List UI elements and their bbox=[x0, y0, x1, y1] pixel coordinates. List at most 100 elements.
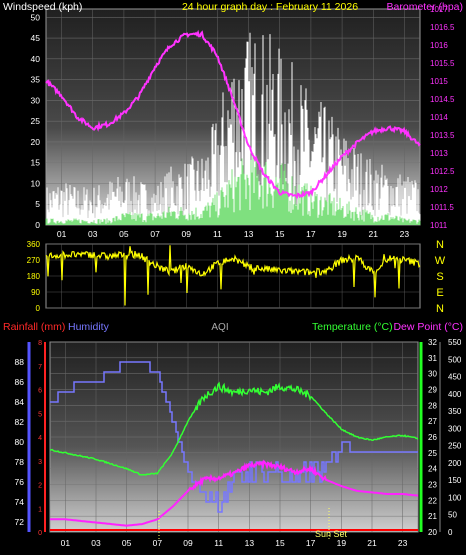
hour-tick-label: 05 bbox=[122, 538, 132, 548]
barometer-tick-label: 1016.5 bbox=[430, 23, 455, 32]
barometer-tick-label: 1016 bbox=[430, 41, 448, 50]
hour-tick-label: 07 bbox=[150, 229, 160, 239]
humidity-tick-label: 76 bbox=[15, 477, 25, 487]
windspeed-tick-label: 40 bbox=[31, 54, 41, 64]
temperature-tick-label: 20 bbox=[428, 528, 437, 537]
hour-tick-label: 21 bbox=[369, 229, 379, 239]
aqi-tick-label: 450 bbox=[448, 373, 462, 382]
hour-tick-label: 03 bbox=[88, 229, 98, 239]
aqi-axis-label: AQI bbox=[211, 322, 228, 333]
hour-tick-label: 03 bbox=[91, 538, 101, 548]
compass-letter: E bbox=[436, 287, 443, 299]
dewpoint-axis-label: Dew Point (°C) bbox=[393, 321, 463, 333]
hour-tick-label: 19 bbox=[337, 538, 347, 548]
temperature-tick-label: 32 bbox=[428, 338, 437, 347]
temperature-tick-label: 28 bbox=[428, 401, 437, 410]
barometer-tick-label: 1014 bbox=[430, 113, 448, 122]
rainfall-tick-label: 2 bbox=[38, 483, 42, 490]
temperature-tick-label: 29 bbox=[428, 386, 437, 395]
wind-panel-series bbox=[45, 29, 421, 225]
temperature-series bbox=[49, 381, 419, 476]
temperature-panel-axes bbox=[27, 342, 441, 532]
aqi-tick-label: 300 bbox=[448, 424, 462, 433]
hour-tick-label: 23 bbox=[398, 538, 408, 548]
humidity-tick-label: 86 bbox=[15, 377, 25, 387]
windspeed-tick-label: 0 bbox=[35, 220, 40, 230]
windspeed-tick-label: 35 bbox=[31, 75, 41, 85]
hour-tick-label: 13 bbox=[245, 538, 255, 548]
hour-tick-label: 17 bbox=[306, 538, 316, 548]
direction-panel-series bbox=[45, 245, 421, 306]
direction-tick-label: 0 bbox=[36, 304, 41, 313]
rainfall-tick-label: 6 bbox=[38, 388, 42, 395]
barometer-tick-label: 1017 bbox=[430, 5, 448, 14]
humidity-tick-label: 78 bbox=[15, 457, 25, 467]
windspeed-tick-label: 5 bbox=[35, 199, 40, 209]
barometer-tick-label: 1011.5 bbox=[430, 203, 454, 212]
temperature-tick-label: 27 bbox=[428, 417, 437, 426]
compass-letter: N bbox=[436, 303, 444, 315]
windspeed-tick-label: 45 bbox=[31, 33, 41, 43]
hour-tick-label: 11 bbox=[213, 229, 222, 239]
humidity-tick-label: 82 bbox=[15, 417, 25, 427]
barometer-tick-label: 1014.5 bbox=[430, 95, 455, 104]
windspeed-tick-label: 10 bbox=[31, 178, 41, 188]
direction-tick-label: 360 bbox=[27, 240, 41, 249]
aqi-tick-label: 200 bbox=[448, 459, 462, 468]
compass-letter: S bbox=[436, 271, 443, 283]
direction-tick-label: 180 bbox=[27, 272, 41, 281]
windspeed-tick-label: 50 bbox=[31, 12, 41, 22]
dewpoint-series bbox=[50, 459, 419, 527]
barometer-tick-label: 1012.5 bbox=[430, 167, 455, 176]
barometer-tick-label: 1012 bbox=[430, 185, 448, 194]
hour-tick-label: 09 bbox=[183, 538, 193, 548]
sunset-annotation: Sun Set bbox=[315, 529, 348, 539]
humidity-axis-label: Humidity bbox=[68, 321, 110, 333]
barometer-tick-label: 1015 bbox=[430, 77, 448, 86]
temperature-panel-grid bbox=[50, 341, 418, 533]
wind-average-series bbox=[45, 153, 421, 225]
wind-panel-ticks: 5045403530252015105010171016.510161015.5… bbox=[31, 5, 455, 239]
aqi-tick-label: 350 bbox=[448, 407, 462, 416]
temperature-tick-label: 30 bbox=[428, 370, 437, 379]
temperature-tick-label: 22 bbox=[428, 496, 437, 505]
temperature-axis-label: Temperature (°C) bbox=[312, 321, 393, 333]
aqi-tick-label: 550 bbox=[448, 338, 462, 347]
windspeed-tick-label: 20 bbox=[31, 137, 41, 147]
temperature-tick-label: 26 bbox=[428, 433, 437, 442]
temperature-tick-label: 21 bbox=[428, 512, 437, 521]
aqi-tick-label: 400 bbox=[448, 390, 462, 399]
barometer-tick-label: 1011 bbox=[430, 221, 448, 230]
wind-direction-series bbox=[45, 245, 421, 306]
windspeed-tick-label: 30 bbox=[31, 95, 41, 105]
barometer-axis-label: Barometer (hpa) bbox=[387, 1, 463, 13]
rainfall-tick-label: 7 bbox=[38, 364, 42, 371]
direction-tick-label: 90 bbox=[31, 288, 40, 297]
barometer-tick-label: 1013 bbox=[430, 149, 448, 158]
hour-tick-label: 23 bbox=[400, 229, 410, 239]
temperature-tick-label: 24 bbox=[428, 465, 437, 474]
compass-letter: N bbox=[436, 239, 444, 251]
humidity-tick-label: 84 bbox=[15, 397, 25, 407]
rainfall-tick-label: 1 bbox=[38, 506, 42, 513]
hour-tick-label: 05 bbox=[119, 229, 129, 239]
aqi-tick-label: 50 bbox=[448, 511, 457, 520]
rainfall-axis-label: Rainfall (mm) bbox=[3, 321, 65, 333]
hour-tick-label: 17 bbox=[306, 229, 316, 239]
windspeed-tick-label: 15 bbox=[31, 158, 41, 168]
hour-tick-label: 11 bbox=[214, 538, 223, 548]
aqi-tick-label: 0 bbox=[448, 528, 453, 537]
rainfall-tick-label: 5 bbox=[38, 411, 42, 418]
compass-letter: W bbox=[435, 255, 446, 267]
rainfall-tick-label: 0 bbox=[38, 530, 42, 537]
windspeed-axis-label: Windspeed (kph) bbox=[3, 1, 82, 13]
hour-tick-label: 09 bbox=[182, 229, 192, 239]
barometer-tick-label: 1015.5 bbox=[430, 59, 455, 68]
humidity-tick-label: 72 bbox=[15, 517, 25, 527]
hour-tick-label: 15 bbox=[275, 538, 285, 548]
windspeed-tick-label: 25 bbox=[31, 116, 41, 126]
hour-tick-label: 15 bbox=[275, 229, 285, 239]
